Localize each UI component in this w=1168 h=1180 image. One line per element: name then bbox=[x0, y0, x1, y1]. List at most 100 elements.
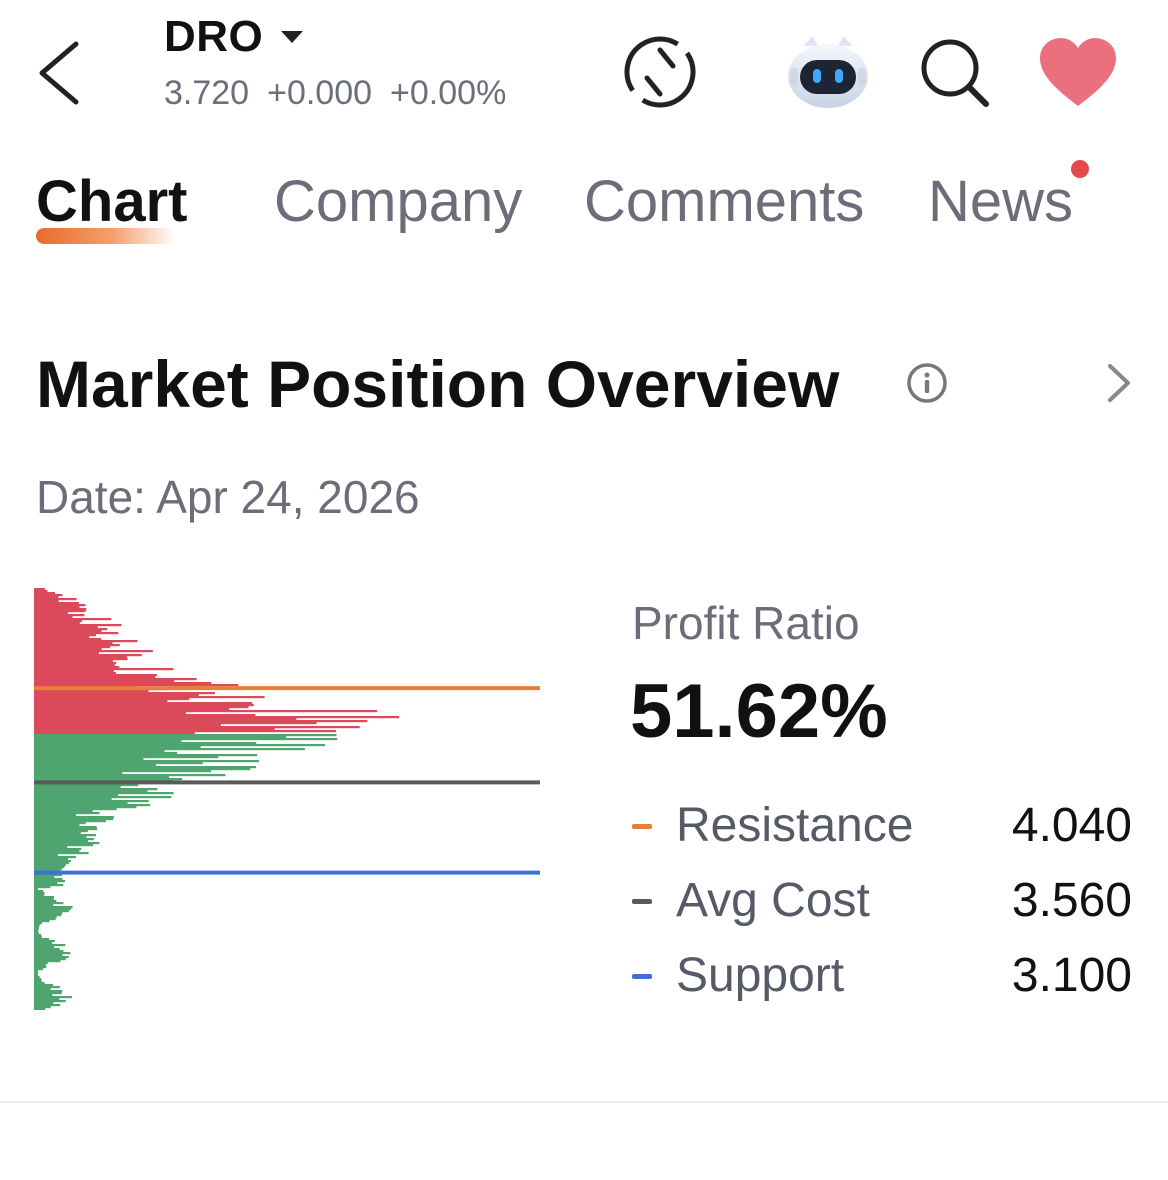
profit-ratio-label: Profit Ratio bbox=[632, 597, 860, 649]
chip-bar-profit bbox=[34, 608, 87, 611]
chip-bar-profit bbox=[34, 644, 120, 647]
chip-bar-profit bbox=[34, 690, 149, 693]
chip-bar-profit bbox=[34, 652, 99, 655]
search-icon[interactable] bbox=[916, 34, 994, 112]
refresh-icon[interactable] bbox=[620, 32, 700, 112]
caret-down-icon[interactable] bbox=[281, 31, 304, 43]
chip-bar-loss bbox=[34, 952, 71, 955]
chip-bar-loss bbox=[34, 760, 259, 763]
chip-bar-loss bbox=[34, 762, 203, 765]
chip-bar-loss bbox=[34, 920, 50, 923]
chip-bar-loss bbox=[34, 1004, 61, 1007]
info-icon[interactable] bbox=[906, 362, 948, 404]
chip-bar-loss bbox=[34, 816, 114, 819]
resistance-legend-dash bbox=[632, 824, 652, 829]
chip-bar-profit bbox=[34, 730, 337, 733]
chip-bar-loss bbox=[34, 984, 53, 987]
chip-bar-loss bbox=[34, 892, 45, 895]
chip-bar-profit bbox=[34, 674, 157, 677]
chip-bar-loss bbox=[34, 788, 158, 791]
section-title: Market Position Overview bbox=[36, 347, 840, 421]
chip-bar-loss bbox=[34, 966, 47, 969]
heart-icon[interactable] bbox=[1036, 34, 1120, 112]
chip-bar-loss bbox=[34, 748, 305, 751]
price-change-percent: +0.00% bbox=[390, 74, 507, 112]
chip-bar-loss bbox=[34, 742, 257, 745]
chip-bar-profit bbox=[34, 616, 73, 619]
chip-bar-loss bbox=[34, 790, 148, 793]
chip-bar-profit bbox=[34, 610, 86, 613]
chip-bar-loss bbox=[34, 750, 165, 753]
chip-bar-loss bbox=[34, 884, 64, 887]
chip-bar-loss bbox=[34, 882, 58, 885]
chip-bar-loss bbox=[34, 862, 69, 865]
chip-bar-loss bbox=[34, 796, 172, 799]
chip-bar-profit bbox=[34, 590, 48, 593]
header: DRO 3.720 +0.000 +0.00% bbox=[0, 0, 1168, 140]
chip-bar-profit bbox=[34, 656, 128, 659]
chip-bar-loss bbox=[34, 736, 287, 739]
chip-bar-loss bbox=[34, 792, 174, 795]
chip-bar-loss bbox=[34, 902, 64, 905]
chip-bar-profit bbox=[34, 698, 190, 701]
chip-bar-loss bbox=[34, 740, 182, 743]
tab-news[interactable]: News bbox=[928, 169, 1074, 234]
chip-bar-profit bbox=[34, 728, 275, 731]
chip-bar-loss bbox=[34, 932, 39, 935]
chip-bar-profit bbox=[34, 676, 156, 679]
chip-bar-loss bbox=[34, 766, 256, 769]
tab-comments[interactable]: Comments bbox=[584, 169, 865, 234]
chip-bar-profit bbox=[34, 704, 254, 707]
chip-bar-profit bbox=[34, 596, 59, 599]
chip-bar-loss bbox=[34, 806, 137, 809]
chip-bar-loss bbox=[34, 800, 149, 803]
robot-assistant-icon[interactable] bbox=[782, 32, 874, 112]
chip-bar-loss bbox=[34, 784, 139, 787]
chip-bar-profit bbox=[34, 724, 221, 727]
chip-bar-loss bbox=[34, 820, 106, 823]
support-legend-dash bbox=[632, 974, 652, 979]
chip-bar-profit bbox=[34, 670, 114, 673]
chip-bar-profit bbox=[34, 638, 102, 641]
chip-bar-loss bbox=[34, 886, 51, 889]
chip-bar-profit bbox=[34, 682, 212, 685]
chip-bar-loss bbox=[34, 846, 68, 849]
chip-bar-profit bbox=[34, 708, 230, 711]
chip-bar-loss bbox=[34, 1000, 66, 1003]
bottom-divider bbox=[0, 1101, 1168, 1103]
chip-bar-loss bbox=[34, 946, 55, 949]
stat-value: 4.040 bbox=[1011, 799, 1132, 852]
chevron-left-icon[interactable] bbox=[30, 38, 90, 108]
chip-bar-loss bbox=[34, 1008, 46, 1010]
chip-bar-loss bbox=[34, 994, 53, 997]
chip-bar-profit bbox=[34, 602, 79, 605]
chip-bar-profit bbox=[34, 600, 59, 603]
chip-bar-loss bbox=[34, 938, 50, 941]
ticker-symbol[interactable]: DRO bbox=[164, 12, 264, 61]
tab-company[interactable]: Company bbox=[274, 169, 523, 234]
chip-bar-loss bbox=[34, 878, 63, 881]
chevron-right-icon[interactable] bbox=[1100, 360, 1136, 406]
chip-bar-loss bbox=[34, 950, 64, 953]
chip-bar-profit bbox=[34, 632, 119, 635]
chip-bar-loss bbox=[34, 968, 43, 971]
chip-bar-loss bbox=[34, 844, 93, 847]
chip-bar-loss bbox=[34, 912, 63, 915]
chip-bar-loss bbox=[34, 776, 170, 779]
chip-bar-loss bbox=[34, 928, 39, 931]
chip-bar-loss bbox=[34, 822, 86, 825]
chip-bar-profit bbox=[34, 716, 400, 719]
chip-bar-loss bbox=[34, 944, 66, 947]
chip-bar-loss bbox=[34, 954, 63, 957]
chip-bar-profit bbox=[34, 630, 102, 633]
chip-bar-loss bbox=[34, 996, 73, 999]
chip-bar-loss bbox=[34, 818, 114, 821]
tab-chart[interactable]: Chart bbox=[36, 169, 188, 234]
chip-bar-loss bbox=[34, 832, 81, 835]
chip-bar-loss bbox=[34, 988, 51, 991]
ticker-block[interactable]: DRO 3.720 +0.000 +0.00% bbox=[164, 12, 506, 113]
chip-bar-profit bbox=[34, 642, 113, 645]
chip-bar-loss bbox=[34, 746, 201, 749]
chip-bar-profit bbox=[34, 692, 215, 695]
chip-bar-profit bbox=[34, 680, 175, 683]
